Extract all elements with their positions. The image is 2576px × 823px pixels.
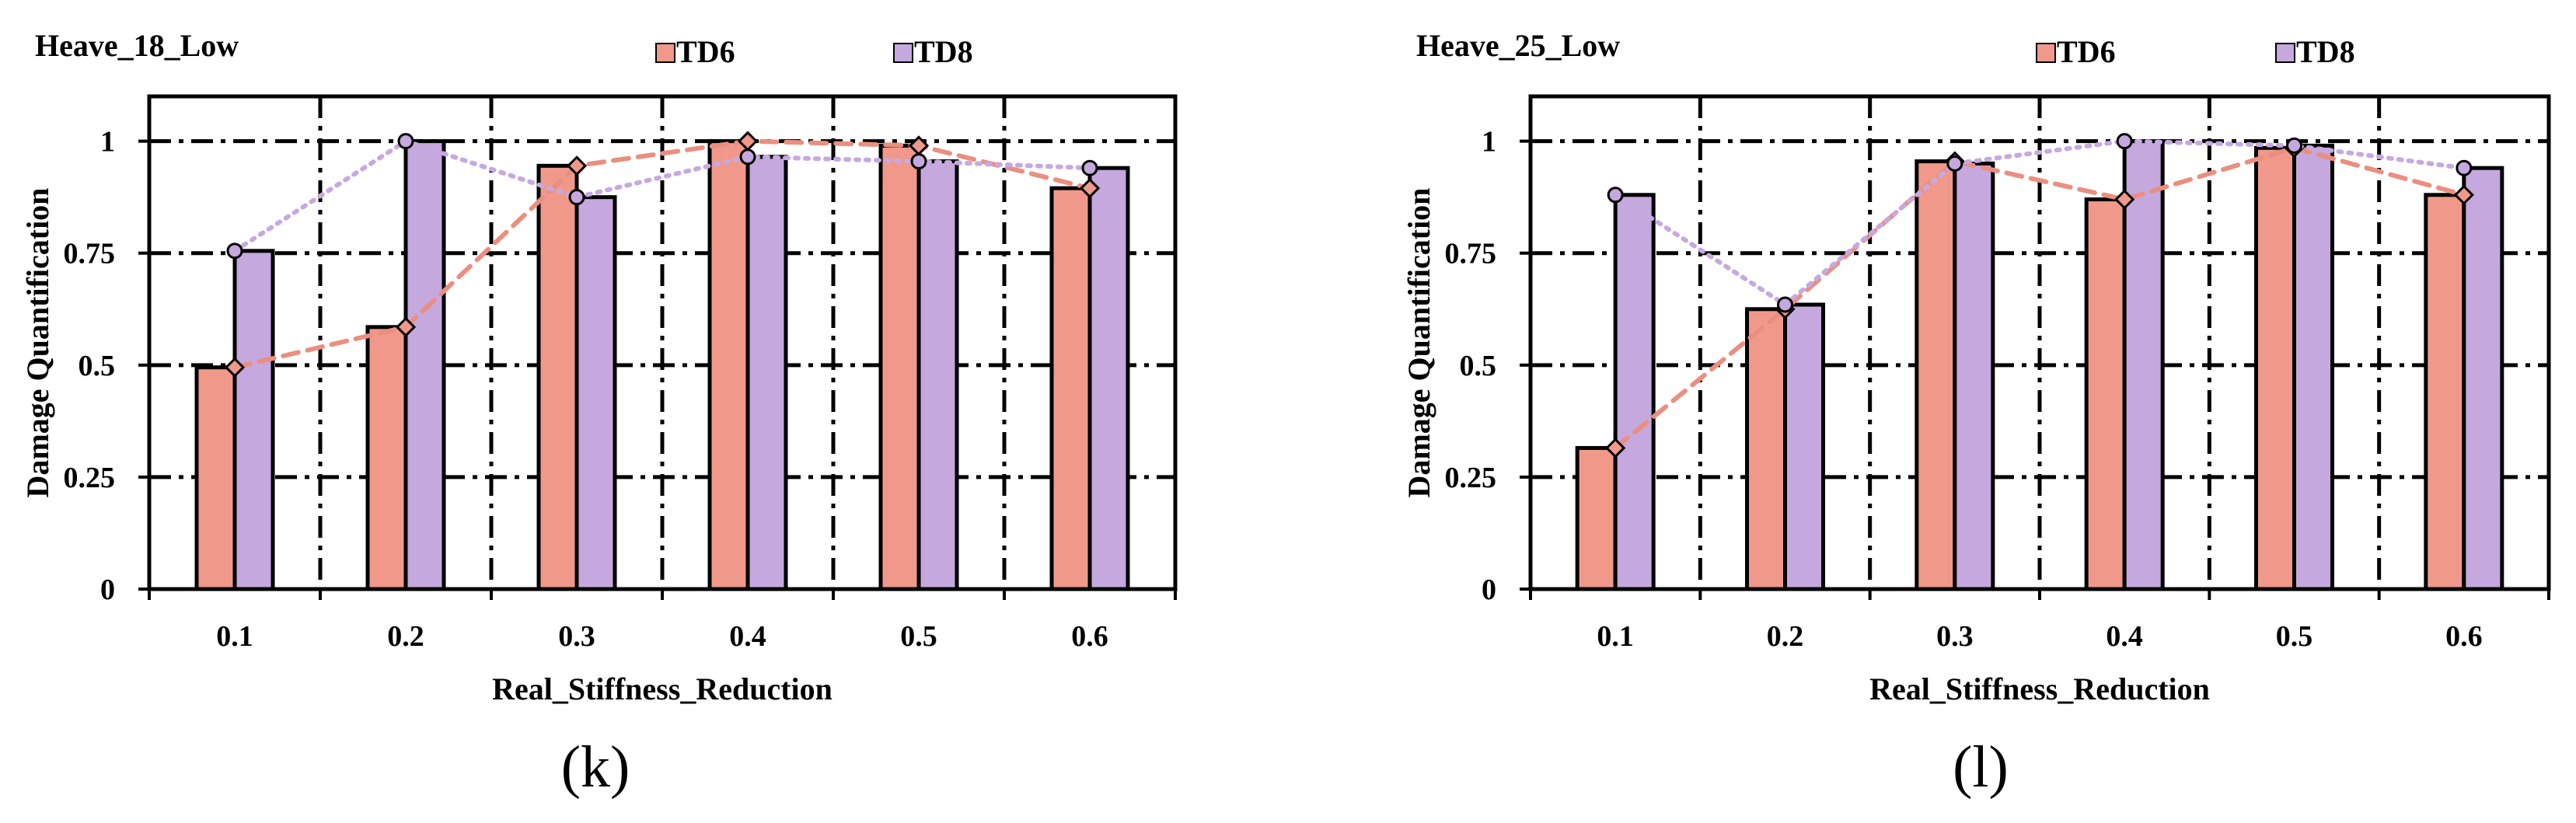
marker-td8-0.5 (2286, 137, 2302, 154)
bar-td8-0.2 (1783, 302, 1825, 591)
marker-td6-0.3 (566, 155, 588, 176)
legend-swatch-td6 (2036, 43, 2056, 63)
chart-panel-1: Heave_18_Low TD6 TD8 0 0.25 0.5 0.75 1 0.1 0.2 0.3… (20, 28, 1178, 800)
bar-td6-0.4 (707, 139, 750, 591)
bar-td6-0.1 (194, 365, 237, 591)
bar-td6-0.5 (2254, 145, 2296, 591)
bar-td6-0.3 (1915, 159, 1957, 591)
y-tick-label: 0.75 (1445, 238, 1497, 270)
bar-td6-0.2 (1745, 307, 1787, 591)
marker-td6-0.4 (2114, 189, 2135, 210)
y-tick-label: 0.25 (1445, 462, 1497, 494)
marker-td8-0.2 (397, 133, 414, 150)
marker-td8-0.4 (2116, 133, 2133, 150)
bar-td8-0.1 (232, 249, 275, 591)
chart-title: Heave_25_Low (1416, 28, 1620, 63)
y-tick-label: 0.5 (79, 350, 116, 382)
x-axis-label: Real_Stiffness_Reduction (492, 671, 832, 706)
y-tick-label: 1 (100, 126, 115, 159)
x-axis-label: Real_Stiffness_Reduction (1869, 671, 2210, 706)
legend-swatch-td8 (893, 43, 913, 63)
y-tick-label: 0.25 (64, 462, 116, 494)
bar-td8-0.1 (1613, 193, 1656, 591)
bar-td6-0.2 (365, 325, 408, 591)
bar-td6-0.3 (536, 163, 579, 591)
chart-title: Heave_18_Low (35, 28, 239, 63)
marker-td6-0.6 (1079, 178, 1101, 199)
y-tick-label: 0 (100, 574, 115, 606)
bar-td6-0.6 (1049, 186, 1092, 591)
line-td8 (1613, 138, 2466, 308)
legend-swatch-td8 (2275, 43, 2295, 63)
y-tick-label: 1 (1482, 126, 1496, 159)
legend-label-td6: TD6 (2057, 34, 2116, 69)
y-tick-label: 0.5 (1460, 350, 1497, 382)
y-tick-label: 0 (1482, 574, 1496, 606)
marker-td8-0.3 (568, 189, 585, 206)
x-tick-label: 0.3 (1936, 620, 1974, 653)
legend-swatch-td6 (655, 43, 675, 63)
marker-td6-0.2 (395, 316, 417, 337)
x-tick-label: 0.6 (2445, 620, 2483, 653)
bar-td8-0.2 (403, 139, 446, 591)
marker-td6-0.6 (2453, 184, 2474, 205)
y-axis-label: Damage Quantification (1401, 188, 1436, 498)
marker-td8-0.4 (739, 148, 756, 166)
x-tick-label: 0.5 (2276, 620, 2313, 653)
x-tick-label: 0.1 (1597, 620, 1634, 653)
panel-label: (k) (561, 734, 630, 800)
x-tick-label: 0.4 (2106, 620, 2143, 653)
marker-td8-0.1 (1607, 187, 1624, 204)
x-tick-label: 0.5 (900, 620, 937, 653)
bar-td6-0.6 (2424, 193, 2466, 591)
panel-label: (l) (1953, 734, 2009, 800)
y-axis-label: Damage Quantification (20, 188, 55, 498)
marker-td8-0.5 (910, 153, 927, 170)
bar-td8-0.4 (745, 155, 788, 591)
bar-td8-0.3 (1953, 161, 1995, 591)
x-tick-label: 0.2 (1767, 620, 1804, 653)
line-td8 (232, 138, 1092, 253)
x-tick-label: 0.4 (729, 620, 766, 653)
marker-td8-0.2 (1777, 296, 1793, 313)
bar-td8-0.5 (916, 159, 959, 591)
bar-td6-0.4 (2084, 197, 2127, 591)
x-tick-label: 0.1 (216, 620, 253, 653)
y-tick-label: 0.75 (64, 238, 116, 270)
line-td6 (1613, 145, 2466, 451)
legend-label-td8: TD8 (2296, 34, 2355, 69)
marker-td6-0.1 (224, 357, 246, 378)
bar-td6-0.1 (1575, 445, 1618, 591)
marker-td6-0.1 (1605, 438, 1626, 459)
marker-td8-0.6 (1081, 159, 1098, 176)
x-tick-label: 0.6 (1071, 620, 1108, 653)
marker-td8-0.6 (2456, 159, 2473, 176)
line-td6 (232, 138, 1092, 370)
legend-label-td6: TD6 (676, 34, 735, 69)
legend-label-td8: TD8 (914, 34, 973, 69)
bar-td8-0.3 (574, 195, 617, 591)
bar-td6-0.5 (878, 143, 921, 591)
bar-td8-0.6 (2462, 166, 2504, 591)
chart-panel-2: Heave_25_Low TD6 TD8 0 0.25 0.5 0.75 1 0.1 0.2 0.3… (1401, 28, 2551, 800)
bar-td8-0.6 (1087, 166, 1130, 591)
bar-td8-0.4 (2122, 139, 2165, 591)
marker-td8-0.3 (1946, 155, 1963, 172)
bar-td8-0.5 (2292, 143, 2334, 591)
x-tick-label: 0.3 (558, 620, 595, 653)
x-tick-label: 0.2 (387, 620, 424, 653)
marker-td8-0.1 (226, 242, 243, 260)
